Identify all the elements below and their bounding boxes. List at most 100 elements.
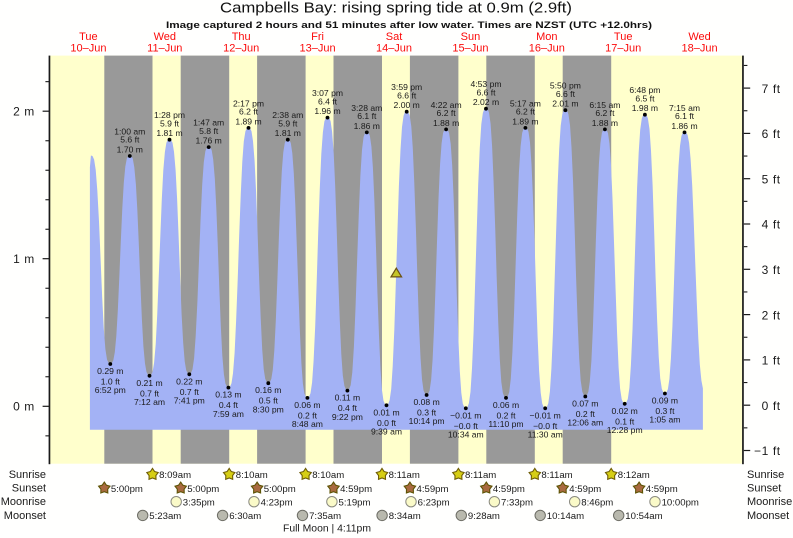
svg-text:3:07 pm: 3:07 pm: [312, 88, 343, 98]
svg-text:1.88 m: 1.88 m: [592, 118, 618, 128]
svg-text:Sunset: Sunset: [747, 483, 781, 495]
svg-text:18–Jun: 18–Jun: [682, 43, 718, 55]
svg-text:2 m: 2 m: [13, 105, 35, 119]
svg-text:7:35am: 7:35am: [309, 511, 341, 522]
svg-text:Wed: Wed: [154, 31, 176, 43]
svg-text:0 ft: 0 ft: [762, 399, 781, 413]
svg-text:1.86 m: 1.86 m: [671, 121, 697, 131]
svg-text:6.2 ft: 6.2 ft: [437, 108, 457, 118]
svg-text:11:30 am: 11:30 am: [528, 430, 563, 440]
svg-text:4:59pm: 4:59pm: [646, 484, 678, 495]
svg-text:5.6 ft: 5.6 ft: [120, 135, 140, 145]
svg-text:0.22 m: 0.22 m: [176, 376, 202, 386]
svg-text:6.6 ft: 6.6 ft: [476, 87, 496, 97]
svg-text:Tue: Tue: [79, 31, 98, 43]
svg-text:4:59pm: 4:59pm: [417, 484, 449, 495]
svg-text:8:12am: 8:12am: [618, 470, 650, 481]
svg-text:0.02 m: 0.02 m: [612, 406, 638, 416]
svg-text:9:22 pm: 9:22 pm: [332, 412, 363, 422]
svg-text:Sat: Sat: [386, 31, 403, 43]
svg-text:6.1 ft: 6.1 ft: [675, 111, 695, 121]
svg-text:4:53 pm: 4:53 pm: [470, 79, 501, 89]
svg-text:Fri: Fri: [311, 31, 324, 43]
svg-text:5:50 pm: 5:50 pm: [550, 81, 581, 91]
svg-text:5.8 ft: 5.8 ft: [199, 126, 219, 136]
svg-text:8:10am: 8:10am: [312, 470, 344, 481]
svg-text:1:05 am: 1:05 am: [649, 415, 680, 425]
svg-text:0.06 m: 0.06 m: [294, 400, 320, 410]
svg-text:3:35pm: 3:35pm: [183, 498, 215, 509]
svg-text:4:23pm: 4:23pm: [261, 498, 293, 509]
svg-text:0.0 ft: 0.0 ft: [377, 418, 397, 428]
svg-text:6.6 ft: 6.6 ft: [556, 89, 576, 99]
svg-text:Campbells Bay: rising spring: Campbells Bay: rising spring tide at 0.9…: [220, 0, 572, 17]
svg-text:1.81 m: 1.81 m: [156, 128, 182, 138]
svg-text:0.2 ft: 0.2 ft: [496, 410, 516, 420]
svg-text:0.11 m: 0.11 m: [335, 393, 361, 403]
svg-text:1.88 m: 1.88 m: [433, 118, 459, 128]
svg-text:2.00 m: 2.00 m: [394, 100, 420, 110]
svg-text:1.89 m: 1.89 m: [235, 116, 261, 126]
svg-text:Moonset: Moonset: [747, 510, 789, 522]
svg-text:8:09am: 8:09am: [159, 470, 191, 481]
svg-text:8:34am: 8:34am: [389, 511, 421, 522]
svg-text:6 ft: 6 ft: [762, 127, 781, 141]
svg-text:Wed: Wed: [688, 31, 710, 43]
svg-text:Thu: Thu: [232, 31, 251, 43]
svg-text:6.4 ft: 6.4 ft: [318, 96, 338, 106]
svg-text:−0.01 m: −0.01 m: [530, 410, 561, 420]
svg-text:10:34 am: 10:34 am: [448, 430, 484, 440]
svg-text:1 ft: 1 ft: [762, 354, 781, 368]
svg-text:3:59 pm: 3:59 pm: [391, 82, 422, 92]
svg-text:0.4 ft: 0.4 ft: [338, 403, 358, 413]
svg-text:7:59 am: 7:59 am: [213, 409, 244, 419]
svg-text:2.01 m: 2.01 m: [552, 99, 578, 109]
svg-text:3:28 am: 3:28 am: [351, 103, 382, 113]
svg-text:0.21 m: 0.21 m: [136, 378, 162, 388]
svg-text:17–Jun: 17–Jun: [605, 43, 641, 55]
svg-text:Moonrise: Moonrise: [1, 496, 46, 508]
svg-text:1:00 am: 1:00 am: [114, 126, 145, 136]
svg-text:Full Moon | 4:11pm: Full Moon | 4:11pm: [283, 524, 371, 535]
svg-text:0.13 m: 0.13 m: [215, 390, 241, 400]
svg-text:6.5 ft: 6.5 ft: [635, 93, 655, 103]
svg-text:10:14 pm: 10:14 pm: [409, 416, 445, 426]
svg-text:3 ft: 3 ft: [762, 263, 781, 277]
svg-text:0.01 m: 0.01 m: [373, 407, 399, 417]
svg-text:12:28 pm: 12:28 pm: [607, 425, 643, 435]
svg-text:0.3 ft: 0.3 ft: [655, 406, 675, 416]
svg-text:Sunset: Sunset: [12, 483, 46, 495]
svg-text:12–Jun: 12–Jun: [223, 43, 259, 55]
svg-text:1:28 pm: 1:28 pm: [154, 110, 185, 120]
svg-text:0.3 ft: 0.3 ft: [417, 408, 437, 418]
svg-text:10:54am: 10:54am: [625, 511, 662, 522]
svg-text:7:33pm: 7:33pm: [501, 498, 533, 509]
svg-text:0.7 ft: 0.7 ft: [140, 388, 160, 398]
svg-text:9:28am: 9:28am: [468, 511, 500, 522]
svg-text:4:22 am: 4:22 am: [431, 100, 462, 110]
svg-text:1 m: 1 m: [13, 252, 35, 266]
svg-text:6:15 am: 6:15 am: [589, 100, 620, 110]
svg-text:7:12 am: 7:12 am: [134, 397, 165, 407]
svg-text:Sunrise: Sunrise: [747, 469, 784, 481]
svg-text:6:23pm: 6:23pm: [418, 498, 450, 509]
svg-text:5:00pm: 5:00pm: [111, 484, 143, 495]
svg-text:4:59pm: 4:59pm: [569, 484, 601, 495]
svg-text:8:48 am: 8:48 am: [292, 419, 323, 429]
svg-text:2:38 am: 2:38 am: [272, 110, 303, 120]
svg-text:1.70 m: 1.70 m: [117, 145, 143, 155]
svg-text:11–Jun: 11–Jun: [147, 43, 182, 55]
svg-text:−0.0 ft: −0.0 ft: [454, 421, 479, 431]
svg-text:9:39 am: 9:39 am: [371, 427, 402, 437]
svg-text:5.9 ft: 5.9 ft: [278, 118, 298, 128]
svg-text:8:30 pm: 8:30 pm: [253, 404, 284, 414]
svg-text:6:48 pm: 6:48 pm: [629, 85, 660, 95]
svg-text:12:06 am: 12:06 am: [567, 418, 603, 428]
svg-text:4 ft: 4 ft: [762, 218, 781, 232]
svg-text:8:46pm: 8:46pm: [581, 498, 613, 509]
svg-text:0.2 ft: 0.2 ft: [576, 409, 596, 419]
svg-text:1.76 m: 1.76 m: [196, 136, 222, 146]
svg-text:1.98 m: 1.98 m: [632, 103, 658, 113]
svg-text:10–Jun: 10–Jun: [70, 43, 106, 55]
svg-text:13–Jun: 13–Jun: [300, 43, 336, 55]
